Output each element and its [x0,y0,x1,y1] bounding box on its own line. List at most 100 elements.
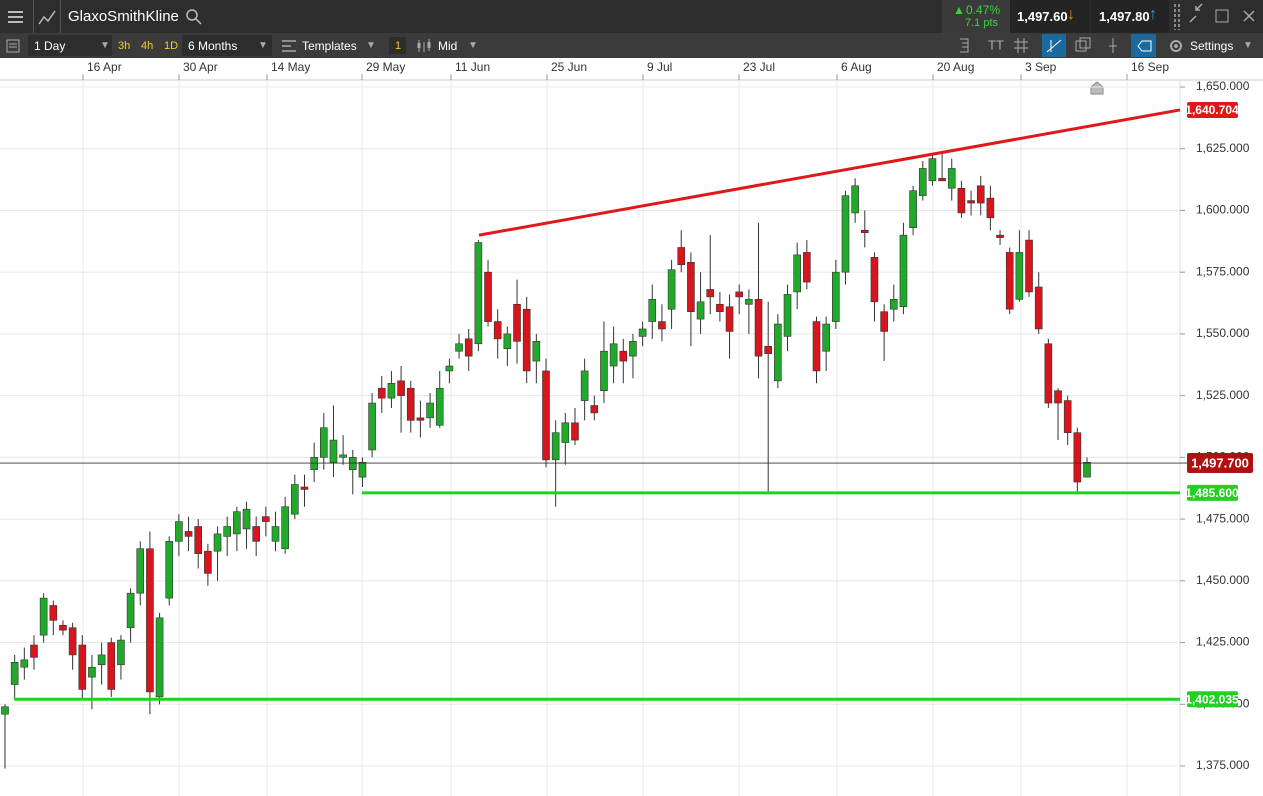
dropdown-arrow[interactable]: ▼ [366,40,376,51]
candle-body [117,639,125,666]
x-tick-label: 16 Sep [1131,60,1169,74]
candle-body [909,190,917,229]
candle-body [184,531,193,537]
candle-body [832,271,840,322]
count-button[interactable]: 1 [395,40,402,52]
candle-body [590,405,599,414]
candle-body [358,462,367,478]
candle-body [1005,252,1014,310]
x-tick-label: 23 Jul [743,60,775,74]
candle-body [49,605,58,621]
sell-price[interactable]: 1,497.60 [1017,9,1068,24]
candle-body [976,185,985,204]
candle-body [88,666,96,678]
candle-body [851,185,859,214]
candle-body [532,341,541,362]
candle-body [242,508,251,530]
candle-body [899,234,908,308]
y-tick-label: 1,650.000 [1196,79,1250,93]
candle-body [455,343,463,352]
price-type-select[interactable]: Mid [438,39,458,53]
candle-body [291,484,299,515]
date-axis [0,58,1263,80]
candle-body [155,617,164,698]
dropdown-arrow[interactable]: ▼ [258,40,268,51]
dropdown-arrow[interactable]: ▼ [1243,40,1253,51]
candle-body [377,387,386,399]
candle-body [233,511,241,535]
candle-body [1044,343,1053,404]
support-label: 1,485.600 [1185,486,1239,500]
buy-price[interactable]: 1,497.80 [1099,9,1150,24]
candle-body [387,382,396,399]
dropdown-arrow[interactable]: ▼ [100,40,110,51]
candle-body [339,454,347,458]
instrument-name[interactable]: GlaxoSmithKline [68,8,179,25]
candle-body [503,333,512,350]
window-icons[interactable] [1170,0,1263,33]
interval-select[interactable]: 1 Day [34,39,66,53]
drawing-tools[interactable]: TT [950,33,1165,58]
y-tick-label: 1,575.000 [1196,264,1250,278]
candle-body [716,303,724,312]
x-tick-label: 9 Jul [647,60,672,74]
candle-body [435,387,444,426]
candle-body [1073,432,1082,483]
candle-body [1083,462,1091,478]
buy-box[interactable] [1091,0,1169,33]
range-select[interactable]: 6 Months [188,39,238,53]
candle-icon[interactable] [416,38,432,54]
buy-arrow: ↑ [1149,6,1157,23]
interval-3h[interactable]: 3h [118,40,131,52]
candle-body [1015,252,1024,300]
candle-body [938,178,946,182]
candle-body [136,548,145,594]
y-tick-label: 1,525.000 [1196,388,1250,402]
dropdown-arrow[interactable]: ▼ [468,40,478,51]
candle-body [107,642,116,690]
candle-body [213,533,222,552]
templates-icon[interactable] [281,39,297,53]
candle-body [1,706,9,715]
x-tick-label: 11 Jun [455,60,490,74]
candle-body [464,338,473,357]
candle-body [609,343,618,367]
candle-body [619,350,628,362]
y-tick-label: 1,550.000 [1196,326,1250,340]
candle-body [146,548,154,693]
change-arrow: ▲ [953,3,965,17]
candle-body [271,526,280,542]
candle-body [841,195,850,273]
candle-body [735,291,744,298]
candle-body [97,654,106,666]
current-price-label: 1,497.700 [1191,455,1249,470]
interval-1d[interactable]: 1D [164,40,179,52]
candle-body [281,506,289,550]
candle-body [793,254,801,293]
candle-body [252,526,260,542]
templates-select[interactable]: Templates [302,39,357,53]
settings-button[interactable]: Settings [1190,39,1234,53]
search-icon[interactable] [185,8,203,26]
settings-icon[interactable] [1168,38,1184,54]
candle-body [783,294,792,337]
candle-body [39,597,48,636]
candle-body [513,303,521,342]
home-marker[interactable] [1090,81,1104,95]
interval-4h[interactable]: 4h [141,40,154,52]
change-pct: 0.47% [966,3,1001,17]
candle-body [1054,390,1062,404]
candle-body [1025,239,1033,293]
chart-icon[interactable] [37,8,57,26]
x-tick-label: 29 May [366,60,405,74]
support-label-box [1187,484,1238,501]
candle-body [484,271,492,322]
x-tick-label: 3 Sep [1025,60,1057,74]
candle-body [329,439,338,463]
candle-body [870,257,879,303]
candle-body [745,299,753,305]
list-icon[interactable] [6,39,20,53]
sell-box[interactable] [1010,0,1090,33]
menu-icon[interactable] [6,8,26,26]
candle-body [580,370,589,401]
